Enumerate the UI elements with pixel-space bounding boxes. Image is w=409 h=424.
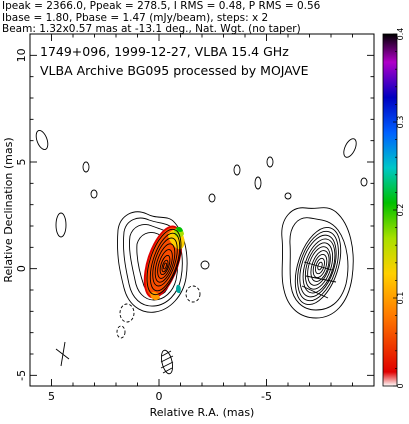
colorbar-tick-label: 0.1 (396, 292, 405, 305)
y-tick-label: 0 (15, 265, 28, 272)
negative-contour (185, 285, 201, 303)
noise-contour (208, 193, 216, 203)
noise-contour (82, 161, 90, 173)
colorbar-tick-label: 0.3 (396, 116, 405, 129)
negative-contour (116, 325, 126, 339)
y-axis: 10 5 0 -5 (15, 33, 374, 381)
negative-contour (119, 303, 135, 323)
x-axis-label: Relative R.A. (mas) (150, 406, 255, 419)
y-tick-label: 5 (15, 159, 28, 166)
core-inner-contours (146, 228, 182, 296)
x-tick-label: 5 (48, 390, 55, 403)
plot-frame (29, 33, 375, 387)
y-tick-label: -5 (15, 370, 28, 381)
header-line-base: Ibase = 1.80, Pbase = 1.47 (mJy/beam), s… (2, 12, 268, 24)
colorbar-tick-label: 0.4 (396, 28, 405, 41)
plot-title-line-1: 1749+096, 1999-12-27, VLBA 15.4 GHz (40, 44, 289, 59)
noise-contour (90, 189, 98, 199)
noise-contour (266, 156, 274, 168)
beam-ellipse (160, 349, 174, 375)
noise-contour (233, 164, 241, 176)
ghost-image-contours (281, 207, 354, 319)
noise-contour (55, 212, 67, 238)
y-axis-label: Relative Declination (mas) (2, 137, 15, 282)
x-tick-label: -5 (261, 390, 272, 403)
header-line-peak: Ipeak = 2366.0, Ppeak = 278.5, I RMS = 0… (2, 0, 321, 12)
colorbar-axis: 0 0.1 0.2 0.3 0.4 (393, 28, 405, 389)
colorbar-tick-label: 0 (396, 383, 405, 388)
noise-contour (343, 138, 357, 158)
noise-contour (360, 177, 368, 187)
header-line-beam: Beam: 1.32x0.57 mas at -13.1 deg., Nat. … (2, 23, 301, 35)
x-axis: 5 0 -5 (29, 34, 375, 403)
y-tick-label: 10 (15, 48, 28, 62)
x-tick-label: 0 (156, 390, 163, 403)
pol-vector-marker (55, 341, 70, 367)
noise-contour (200, 260, 210, 270)
contour-layer (35, 129, 368, 375)
colorbar-tick-label: 0.2 (396, 204, 405, 217)
noise-contour (35, 129, 49, 151)
noise-contour (284, 192, 292, 200)
noise-contour (254, 176, 262, 190)
plot-title-line-2: VLBA Archive BG095 processed by MOJAVE (40, 63, 309, 78)
